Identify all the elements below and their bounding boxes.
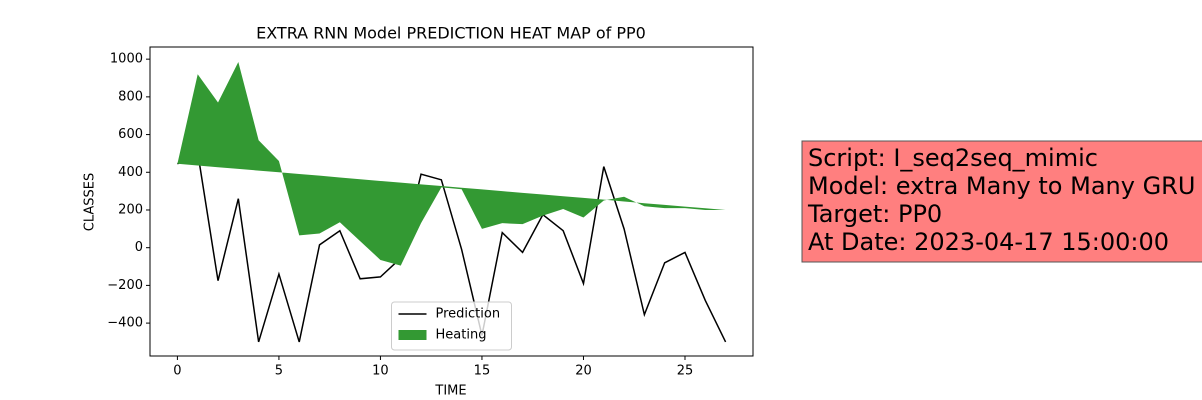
x-tick-label: 20: [575, 364, 592, 379]
y-axis-label: CLASSES: [83, 173, 98, 231]
y-tick-label: 400: [118, 165, 143, 180]
text-box-line: Model: extra Many to Many GRU: [808, 172, 1195, 200]
y-tick-label: 0: [135, 240, 143, 255]
x-tick-label: 10: [372, 364, 389, 379]
legend-label: Prediction: [436, 307, 501, 322]
x-tick-label: 0: [173, 364, 181, 379]
y-tick-label: 600: [118, 127, 143, 142]
y-tick-label: 1000: [110, 52, 143, 67]
x-tick-label: 15: [474, 364, 491, 379]
x-tick-label: 25: [677, 364, 694, 379]
text-box-line: Target: PP0: [807, 200, 942, 228]
y-tick-label: −200: [107, 278, 143, 293]
y-tick-label: 800: [118, 89, 143, 104]
x-axis-label: TIME: [434, 384, 466, 399]
x-tick-label: 5: [275, 364, 283, 379]
legend-label: Heating: [436, 328, 487, 343]
prediction-line: [177, 151, 727, 343]
heating-area: [177, 61, 726, 266]
y-tick-label: 200: [118, 202, 143, 217]
chart-title: EXTRA RNN Model PREDICTION HEAT MAP of P…: [256, 24, 646, 43]
text-box: [801, 140, 1202, 263]
plot-frame: [149, 46, 754, 357]
text-box-line: Script: I_seq2seq_mimic: [808, 144, 1098, 172]
text-box-line: At Date: 2023-04-17 15:00:00: [808, 228, 1169, 256]
legend-swatch: [398, 330, 427, 340]
y-tick-label: −400: [107, 316, 143, 331]
